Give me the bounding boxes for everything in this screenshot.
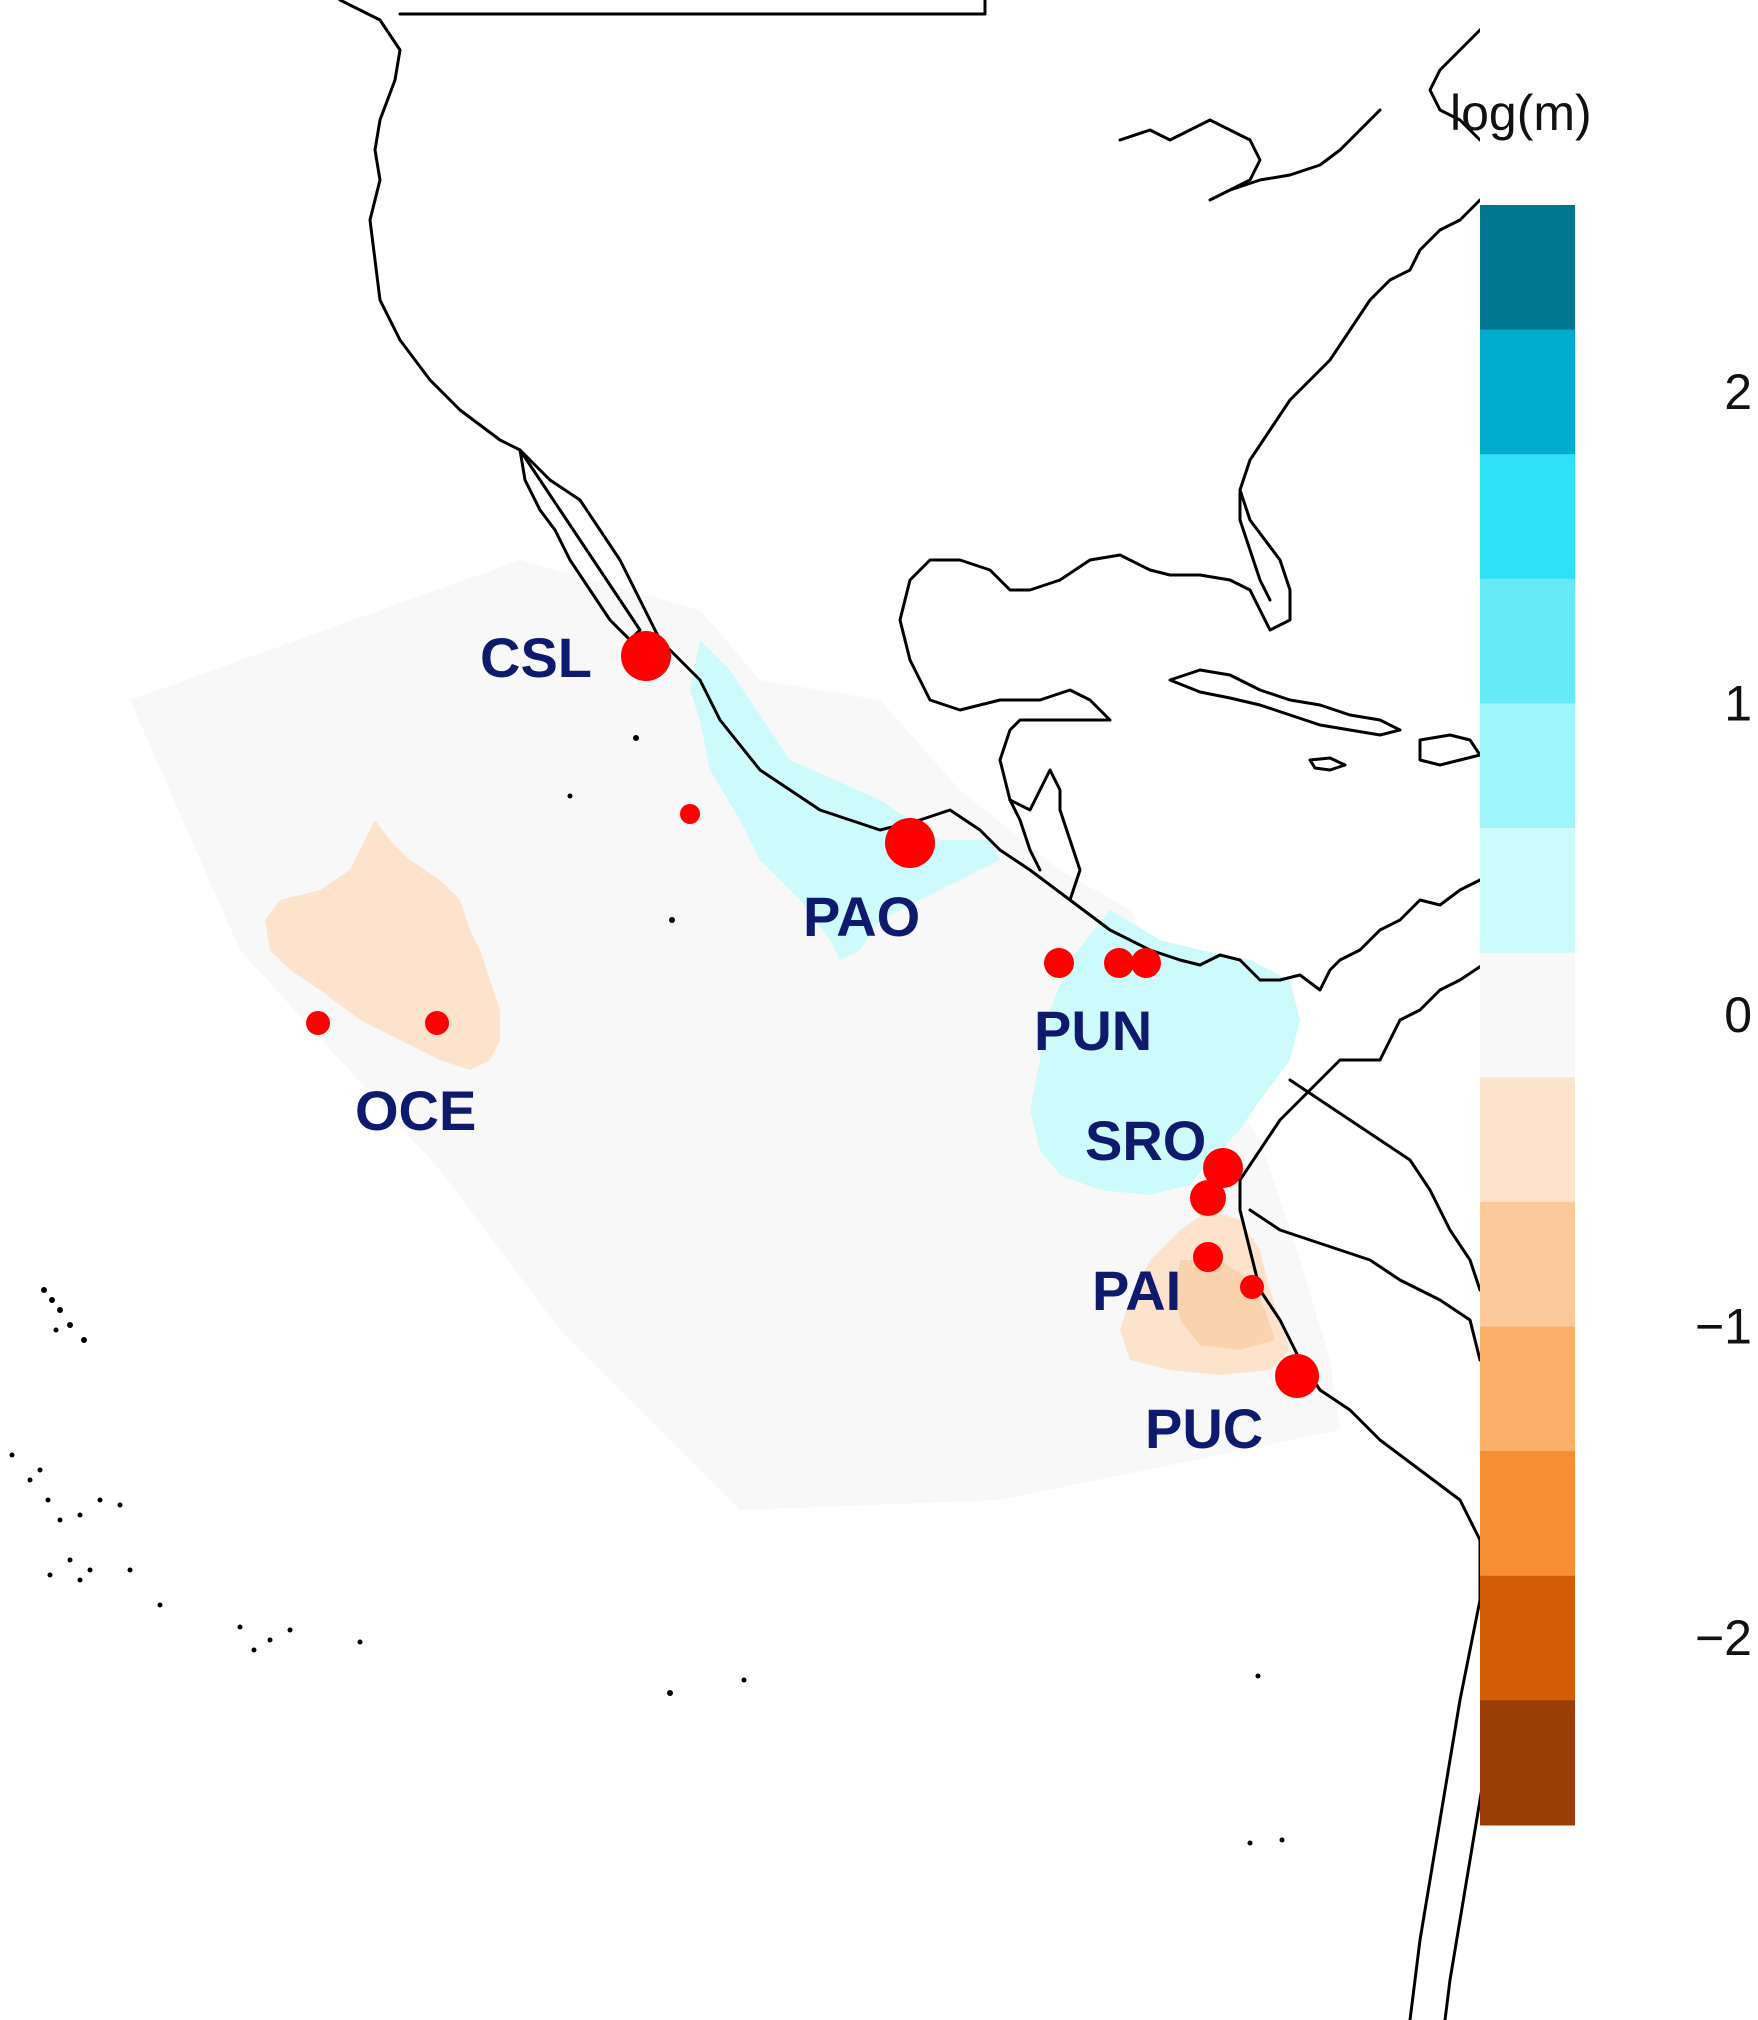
surface-low-oce	[265, 820, 500, 1070]
sample-points	[306, 631, 1319, 1398]
site-label-oce: OCE	[355, 1079, 476, 1142]
pacific-islands	[9, 735, 1285, 1846]
legend-bin-2	[1480, 454, 1575, 580]
legend-bin-5	[1480, 828, 1575, 954]
legend-tick-label: 2	[1724, 364, 1752, 420]
legend-ticks: 2 1 0 −1 −2	[1695, 364, 1752, 1666]
cuba-island	[1168, 668, 1402, 737]
jamaica-island	[1308, 756, 1347, 772]
sample-point-pai-1[interactable]	[1193, 1242, 1223, 1272]
sample-point-pai-2[interactable]	[1240, 1275, 1264, 1299]
legend-color-scale	[1480, 205, 1575, 1826]
north-america-coastline	[338, 0, 1502, 992]
migration-surface	[130, 560, 1340, 1510]
site-labels: CSL PAO PUN OCE SRO PAI PUC	[355, 626, 1263, 1460]
legend-bin-6	[1480, 952, 1575, 1078]
legend-bin-10	[1480, 1451, 1575, 1577]
legend-bin-12	[1480, 1700, 1575, 1826]
surface-high-pao	[690, 640, 1000, 960]
florida-coastline	[1238, 488, 1272, 602]
legend-bin-3	[1480, 578, 1575, 704]
gulf-coastline	[898, 168, 1542, 902]
sample-point-sro-1[interactable]	[1203, 1148, 1243, 1188]
legend-tick-label: 1	[1724, 675, 1752, 731]
great-lakes-outline	[1118, 118, 1262, 192]
legend: log(m) 2 1 0 −1 −2	[1450, 0, 1758, 2020]
south-america-coastline	[1238, 878, 1502, 2020]
hispaniola-island	[1418, 733, 1482, 767]
legend-tick-label: 0	[1724, 987, 1752, 1043]
legend-bin-8	[1480, 1201, 1575, 1328]
site-label-sro: SRO	[1085, 1109, 1206, 1172]
mexico-guatemala-border	[1008, 798, 1042, 872]
surface-neutral-region	[130, 560, 1340, 1510]
coastlines	[9, 0, 1542, 2020]
legend-bin-11	[1480, 1575, 1575, 1701]
sample-point-pun-2[interactable]	[1104, 948, 1134, 978]
sample-point-oce-1[interactable]	[306, 1011, 330, 1035]
sample-point-oce-2[interactable]	[425, 1011, 449, 1035]
sample-point-pao[interactable]	[885, 818, 935, 868]
peru-border	[1248, 1208, 1482, 1362]
legend-title: log(m)	[1450, 85, 1592, 141]
sample-point-csl-islet[interactable]	[680, 804, 700, 824]
legend-bin-7	[1480, 1077, 1575, 1203]
legend-bin-9	[1480, 1326, 1575, 1452]
legend-bin-1	[1480, 329, 1575, 455]
site-label-pun: PUN	[1034, 999, 1152, 1062]
legend-bin-4	[1480, 703, 1575, 829]
sample-point-sro-2[interactable]	[1190, 1180, 1226, 1216]
legend-tick-label: −2	[1695, 1610, 1752, 1666]
legend-tick-label: −1	[1695, 1299, 1752, 1355]
sample-point-pun-3[interactable]	[1131, 948, 1161, 978]
site-label-puc: PUC	[1145, 1397, 1263, 1460]
sample-point-csl[interactable]	[621, 631, 671, 681]
colombia-ecuador-border	[1288, 1078, 1482, 1292]
sample-point-puc[interactable]	[1275, 1354, 1319, 1398]
site-label-pao: PAO	[803, 885, 920, 948]
legend-bin-0	[1480, 205, 1575, 331]
site-label-csl: CSL	[480, 626, 592, 689]
site-label-pai: PAI	[1092, 1259, 1181, 1322]
us-canada-border	[398, 0, 987, 16]
surface-high-pun	[1030, 910, 1300, 1195]
sample-point-pun-1[interactable]	[1044, 948, 1074, 978]
